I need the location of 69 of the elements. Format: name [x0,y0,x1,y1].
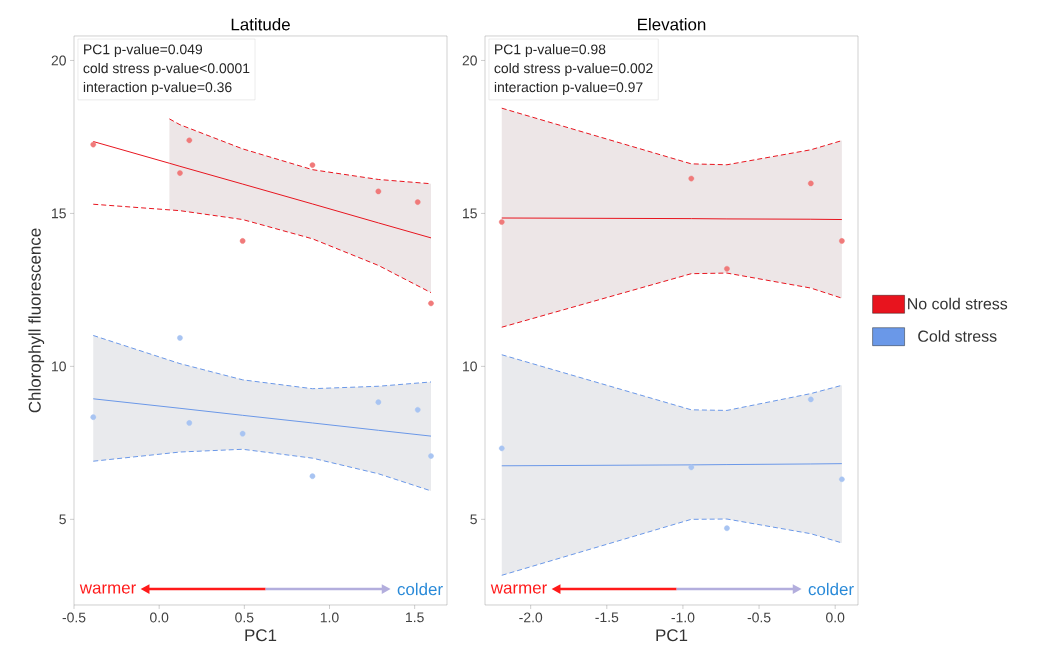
point [239,238,246,244]
y-tick-label: 10 [52,361,66,372]
line-series [501,107,843,166]
point [309,473,316,479]
point [239,430,246,437]
x-tick-label: -0.5 [747,612,771,623]
x-tick-label: -0.5 [62,612,86,623]
point [375,188,382,195]
legend-label: Cold stress [918,330,997,342]
annotation: warmer [79,584,136,594]
annotation: cold stress p-value<0.0001 [83,62,250,76]
line-series [501,354,843,411]
y-tick-label: 20 [462,55,477,66]
point [414,407,421,413]
y-tick-label: 15 [52,208,66,219]
x-tick-label: 1.0 [320,612,339,623]
x-tick-label: -1.5 [595,612,619,623]
point [688,175,695,182]
point [177,170,183,176]
point [688,464,695,471]
chart-title: Latitude [231,18,290,31]
annotation: PC1 p-value=0.049 [84,44,203,58]
line-series [501,518,843,576]
point [186,137,193,144]
y-tick-label: 5 [470,514,477,525]
point [177,335,183,341]
point [839,476,845,483]
chart-title: Elevation [638,18,706,31]
y-tick-label: 10 [463,361,477,372]
line-series [92,203,432,294]
annotation: interaction p-value=0.97 [494,81,643,95]
annotation: colder [397,582,443,596]
point [724,265,730,272]
x-axis-title: PC1 [656,629,688,642]
x-tick-label: 1.5 [406,612,424,623]
line-series [92,334,432,390]
point [808,396,814,403]
annotation: interaction p-value=0.36 [83,81,232,95]
annotation: PC1 p-value=0.98 [495,44,606,58]
annotation: cold stress p-value=0.002 [494,62,653,76]
x-axis-title: PC1 [245,629,277,642]
point [90,414,97,420]
annotation: warmer [490,584,547,594]
line-series [92,141,432,239]
point [498,445,505,452]
point [498,219,505,225]
legend-label: No cold stress [908,297,1008,310]
x-tick-label: 0.0 [150,612,169,623]
point [414,199,421,205]
y-tick-label: 15 [463,208,477,219]
y-axis-title: Chlorophyll fluorescence [28,228,45,413]
point [186,420,193,426]
line-series [92,398,432,437]
y-tick-label: 5 [59,514,66,525]
point [724,525,730,531]
x-tick-label: -1.0 [671,612,695,623]
annotation: colder [808,582,854,596]
point [808,180,814,187]
point [839,238,845,244]
point [309,162,316,168]
line-series [92,448,432,492]
y-tick-label: 20 [51,55,66,66]
point [90,141,97,148]
point [428,300,434,307]
point [375,399,382,405]
x-tick-label: 0.0 [826,612,845,623]
point [428,453,434,459]
x-tick-label: 0.5 [235,612,254,623]
x-tick-label: -2.0 [519,612,543,623]
